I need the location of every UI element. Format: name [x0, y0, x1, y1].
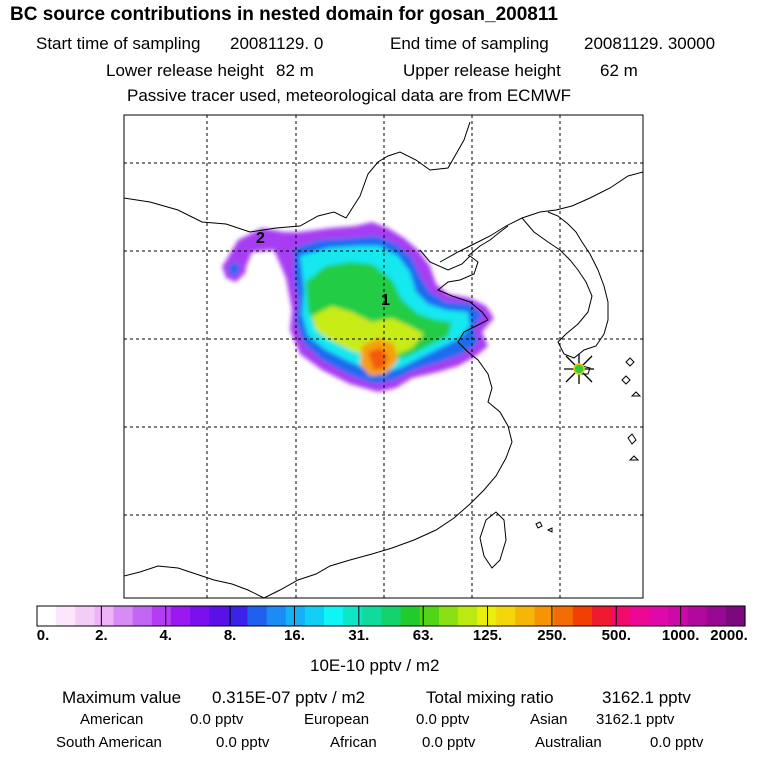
colorbar-swatch — [572, 606, 593, 626]
colorbar-swatch — [400, 606, 421, 626]
colorbar-swatch — [324, 606, 344, 626]
colorbar-swatch — [687, 606, 708, 626]
colorbar-swatch — [209, 606, 229, 626]
small-islands — [535, 521, 553, 533]
colorbar-tick-label: 16. — [284, 627, 305, 644]
region-south-american-name: South American — [56, 734, 162, 751]
colorbar — [36, 606, 746, 626]
region-african-name: African — [330, 734, 377, 751]
upper-height-value: 62 m — [600, 61, 638, 80]
colorbar-swatch — [151, 606, 172, 626]
colorbar-swatch — [668, 606, 689, 626]
korea-peninsula — [521, 211, 609, 359]
region-australian-value: 0.0 pptv — [650, 734, 704, 751]
korea-border — [439, 171, 643, 263]
colorbar-swatch — [94, 606, 115, 626]
lower-height-value: 82 m — [276, 61, 314, 80]
northern-border — [124, 121, 471, 233]
colorbar-unit: 10E-10 pptv / m2 — [310, 656, 440, 675]
colorbar-swatch — [438, 606, 459, 626]
end-time-value: 20081129. 30000 — [584, 34, 716, 53]
region-asian-value: 3162.1 pptv — [596, 711, 675, 728]
region-european-value: 0.0 pptv — [416, 711, 470, 728]
colorbar-swatch — [611, 606, 631, 626]
liaodong-peninsula — [467, 225, 509, 257]
colorbar-frame — [36, 605, 746, 627]
colorbar-swatch — [630, 606, 650, 626]
colorbar-swatch — [228, 606, 249, 626]
region-asian-name: Asian — [530, 711, 568, 728]
upper-height-label: Upper release height — [403, 61, 561, 80]
colorbar-swatch — [56, 606, 76, 626]
colorbar-swatch — [419, 606, 440, 626]
map-frame — [123, 114, 644, 599]
colorbar-tick-label: 31. — [348, 627, 370, 644]
colorbar-swatch — [515, 606, 536, 626]
japan-islands — [621, 357, 642, 461]
graticule — [124, 115, 643, 598]
colorbar-swatch — [706, 606, 727, 626]
total-mixing-label: Total mixing ratio — [426, 688, 554, 707]
plume-west-core — [228, 262, 240, 276]
colorbar-tick-label: 2. — [95, 627, 108, 644]
colorbar-swatch — [343, 606, 363, 626]
region-american-name: American — [80, 711, 144, 728]
colorbar-swatch — [649, 606, 670, 626]
source-label-1: 1 — [381, 292, 390, 309]
region-australian-name: Australian — [535, 734, 602, 751]
colorbar-tick-label: 250. — [537, 627, 567, 644]
star-marker-icon — [564, 354, 594, 384]
total-mixing-value: 3162.1 pptv — [602, 688, 691, 707]
colorbar-swatch — [362, 606, 383, 626]
tracer-note: Passive tracer used, meteorological data… — [127, 86, 572, 105]
start-time-label: Start time of sampling — [36, 34, 201, 53]
bohai-coast — [263, 249, 513, 598]
start-time-value: 20081129. 0 — [230, 34, 324, 53]
colorbar-swatch — [477, 606, 497, 626]
region-south-american-value: 0.0 pptv — [216, 734, 270, 751]
colorbar-tick-label: 4. — [159, 627, 172, 644]
colorbar-swatch — [725, 606, 746, 626]
colorbar-swatch — [457, 606, 478, 626]
colorbar-tick-label: 63. — [412, 627, 434, 644]
end-time-label: End time of sampling — [390, 34, 549, 53]
max-value-label: Maximum value — [62, 688, 182, 707]
colorbar-tick-label: 125. — [472, 627, 503, 644]
colorbar-swatch — [285, 606, 306, 626]
colorbar-tick-label: 0. — [36, 627, 50, 644]
plume-red — [368, 348, 388, 370]
colorbar-swatch — [75, 606, 96, 626]
plume-yellow — [312, 306, 424, 358]
colorbar-swatch — [304, 606, 325, 626]
colorbar-swatch — [37, 606, 57, 626]
region-american-value: 0.0 pptv — [190, 711, 244, 728]
colorbar-tick-label: 1000. — [661, 627, 700, 644]
region-european-name: European — [304, 711, 370, 728]
colorbar-swatch — [132, 606, 153, 626]
colorbar-tick-label: 500. — [601, 627, 631, 644]
concentration-field — [222, 222, 494, 392]
colorbar-swatch — [247, 606, 268, 626]
colorbar-swatch — [496, 606, 516, 626]
colorbar-tick-label: 8. — [223, 627, 237, 644]
max-value: 0.315E-07 pptv / m2 — [212, 688, 366, 707]
lower-height-label: Lower release height — [106, 61, 264, 80]
colorbar-swatch — [266, 606, 287, 626]
colorbar-swatch — [381, 606, 402, 626]
taiwan-island — [479, 511, 507, 569]
colorbar-swatch — [534, 606, 555, 626]
colorbar-swatch — [113, 606, 134, 626]
south-coast — [124, 565, 265, 598]
colorbar-swatch — [170, 606, 191, 626]
colorbar-tick-label: 2000. — [710, 627, 748, 644]
colorbar-swatch — [190, 606, 210, 626]
plot-title: BC source contributions in nested domain… — [10, 4, 558, 25]
source-label-2: 2 — [256, 230, 265, 247]
colorbar-swatch — [553, 606, 574, 626]
region-african-value: 0.0 pptv — [422, 734, 476, 751]
colorbar-swatch — [591, 606, 612, 626]
